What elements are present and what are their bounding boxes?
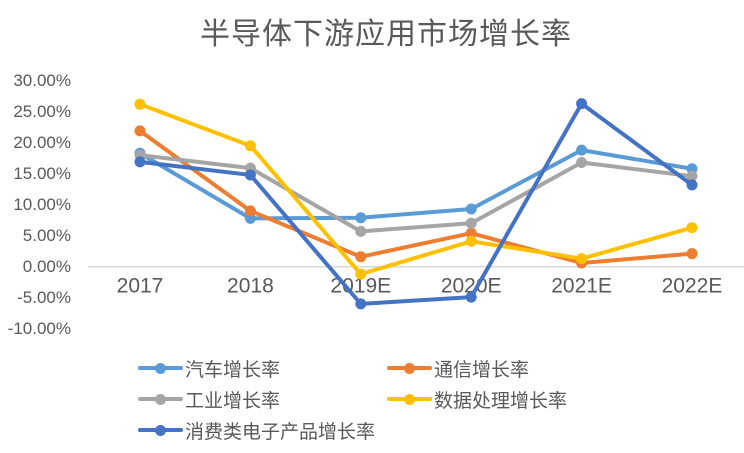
series-line bbox=[138, 153, 694, 234]
series-line bbox=[138, 102, 694, 277]
data-point-marker bbox=[244, 205, 256, 217]
legend-label: 数据处理增长率 bbox=[434, 390, 568, 412]
legend-label: 汽车增长率 bbox=[185, 359, 281, 381]
y-axis-tick-label: 30.00% bbox=[13, 71, 71, 90]
data-point-marker bbox=[355, 268, 367, 280]
legend-item: 汽车增长率 bbox=[138, 355, 387, 382]
chart-title: 半导体下游应用市场增长率 bbox=[200, 18, 572, 51]
data-point-marker bbox=[686, 222, 698, 234]
data-point-marker bbox=[686, 170, 698, 182]
data-point-marker bbox=[355, 251, 367, 263]
x-axis-tick-label: 2017 bbox=[117, 275, 164, 298]
y-axis-tick-label: 10.00% bbox=[13, 195, 71, 214]
data-point-marker bbox=[134, 98, 146, 110]
data-point-marker bbox=[134, 156, 146, 168]
data-point-marker bbox=[465, 227, 477, 239]
data-point-marker bbox=[355, 212, 367, 224]
legend-item: 通信增长率 bbox=[387, 355, 567, 382]
legend: 汽车增长率 通信增长率工业增长率 数据处理增长率消费类电子产品增长率 bbox=[138, 355, 567, 444]
data-point-marker bbox=[576, 253, 588, 265]
x-axis-tick-label: 2020E bbox=[441, 275, 502, 298]
legend-line-marker-icon bbox=[138, 424, 183, 436]
legend-line-marker-icon bbox=[387, 362, 432, 374]
data-point-marker bbox=[576, 144, 588, 156]
data-point-marker bbox=[686, 179, 698, 191]
x-axis-tick-label: 2022E bbox=[662, 275, 723, 298]
data-point-marker bbox=[465, 235, 477, 247]
series-line bbox=[138, 148, 694, 221]
y-axis-tick-label: 20.00% bbox=[13, 133, 71, 152]
series-line bbox=[138, 101, 694, 306]
data-point-marker bbox=[686, 248, 698, 260]
y-axis-tick-label: 15.00% bbox=[13, 164, 71, 183]
data-point-marker bbox=[355, 225, 367, 237]
series-line bbox=[138, 128, 694, 265]
data-point-marker bbox=[465, 291, 477, 303]
legend-line-marker-icon bbox=[138, 362, 183, 374]
data-point-marker bbox=[134, 125, 146, 137]
data-point-marker bbox=[244, 169, 256, 181]
y-axis-tick-label: -10.00% bbox=[8, 319, 71, 338]
data-point-marker bbox=[465, 217, 477, 229]
legend-item: 工业增长率 bbox=[138, 386, 387, 413]
y-axis-tick-label: 5.00% bbox=[23, 226, 71, 245]
legend-line-marker-icon bbox=[387, 393, 432, 405]
legend-item: 数据处理增长率 bbox=[387, 386, 567, 413]
data-point-marker bbox=[465, 203, 477, 215]
legend-label: 通信增长率 bbox=[434, 359, 530, 381]
data-point-marker bbox=[355, 298, 367, 310]
y-axis-tick-label: -5.00% bbox=[17, 288, 71, 307]
x-axis-tick-label: 2021E bbox=[551, 275, 612, 298]
data-point-marker bbox=[576, 157, 588, 169]
legend-item: 消费类电子产品增长率 bbox=[138, 417, 387, 444]
y-axis-tick-label: 25.00% bbox=[13, 102, 71, 121]
legend-line-marker-icon bbox=[138, 393, 183, 405]
x-axis-tick-label: 2018 bbox=[227, 275, 274, 298]
legend-label: 消费类电子产品增长率 bbox=[185, 421, 376, 443]
legend-label: 工业增长率 bbox=[185, 390, 281, 412]
y-axis-tick-label: 0.00% bbox=[23, 257, 71, 276]
x-axis-tick-label: 2019E bbox=[330, 275, 391, 298]
data-point-marker bbox=[576, 98, 588, 110]
data-point-marker bbox=[244, 140, 256, 152]
